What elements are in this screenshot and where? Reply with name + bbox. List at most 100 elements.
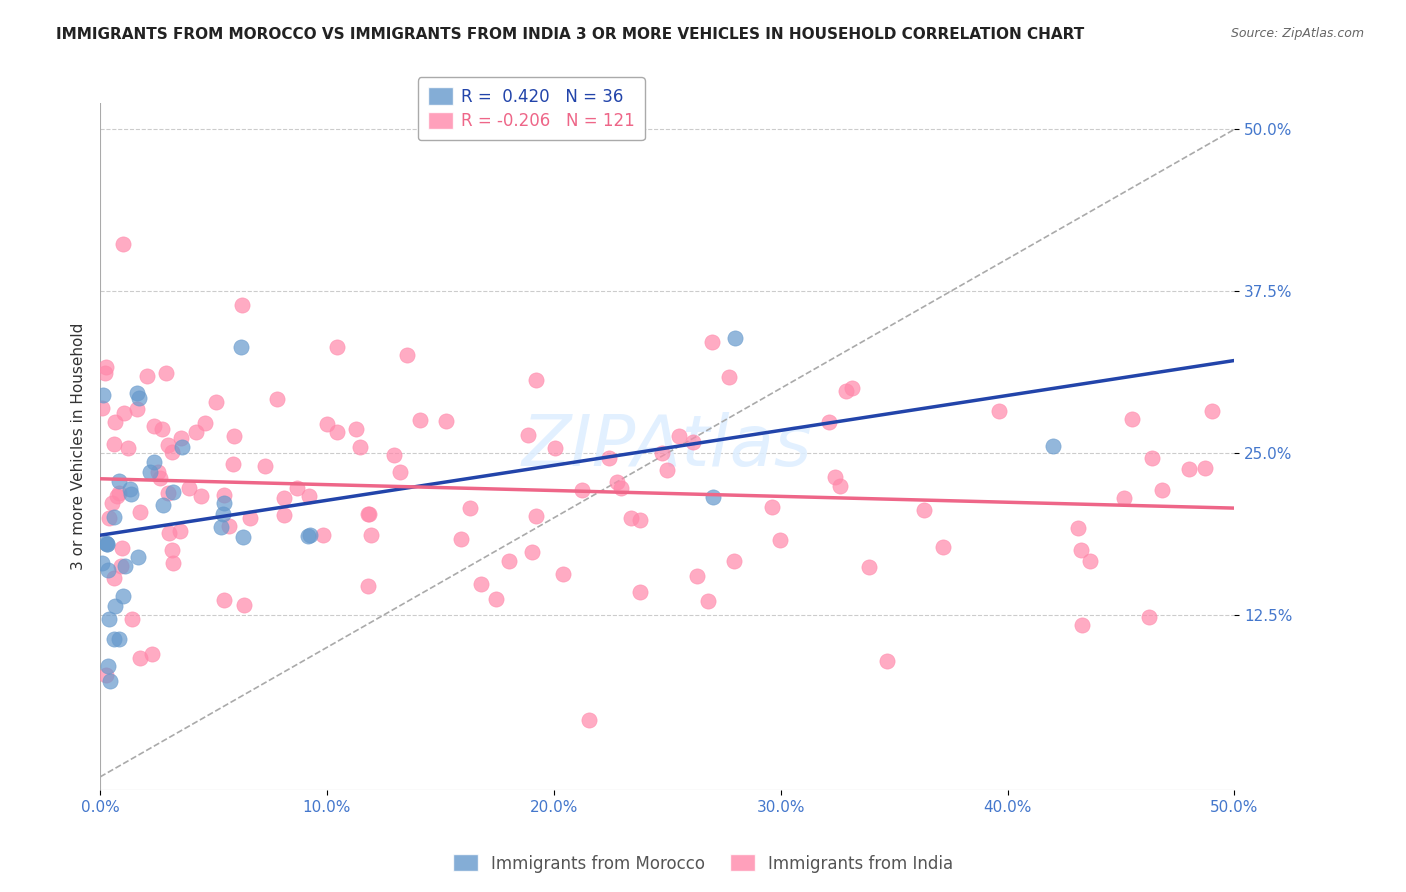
Immigrants from India — [169, 524, 191, 538]
Immigrants from India — [818, 415, 841, 429]
Text: IMMIGRANTS FROM MOROCCO VS IMMIGRANTS FROM INDIA 3 OR MORE VEHICLES IN HOUSEHOLD: IMMIGRANTS FROM MOROCCO VS IMMIGRANTS FR… — [56, 27, 1084, 42]
Immigrants from Morocco — [112, 589, 135, 603]
Immigrants from India — [326, 425, 349, 439]
Immigrants from Morocco — [229, 340, 252, 354]
Immigrants from India — [686, 568, 709, 582]
Immigrants from Morocco — [299, 528, 322, 542]
Immigrants from India — [876, 654, 898, 668]
Immigrants from India — [344, 422, 367, 436]
Immigrants from Morocco — [104, 599, 127, 614]
Immigrants from India — [111, 541, 134, 555]
Immigrants from India — [498, 554, 520, 568]
Immigrants from India — [94, 367, 117, 381]
Immigrants from India — [184, 425, 207, 439]
Immigrants from India — [718, 370, 741, 384]
Immigrants from Morocco — [120, 487, 142, 501]
Immigrants from Morocco — [127, 386, 149, 401]
Immigrants from India — [858, 559, 880, 574]
Immigrants from Morocco — [212, 507, 235, 521]
Immigrants from India — [232, 598, 254, 612]
Immigrants from India — [104, 415, 127, 429]
Immigrants from India — [651, 446, 673, 460]
Immigrants from India — [723, 553, 745, 567]
Immigrants from India — [107, 486, 129, 500]
Immigrants from India — [129, 650, 152, 665]
Immigrants from India — [101, 496, 124, 510]
Immigrants from India — [1150, 483, 1173, 497]
Immigrants from Morocco — [103, 632, 125, 647]
Immigrants from India — [156, 438, 179, 452]
Legend: R =  0.420   N = 36, R = -0.206   N = 121: R = 0.420 N = 36, R = -0.206 N = 121 — [418, 78, 645, 140]
Immigrants from India — [117, 442, 139, 456]
Immigrants from India — [768, 533, 790, 547]
Immigrants from Morocco — [152, 498, 174, 512]
Immigrants from India — [273, 491, 295, 505]
Text: Source: ZipAtlas.com: Source: ZipAtlas.com — [1230, 27, 1364, 40]
Immigrants from Morocco — [127, 550, 149, 565]
Immigrants from Morocco — [96, 536, 118, 550]
Legend: Immigrants from Morocco, Immigrants from India: Immigrants from Morocco, Immigrants from… — [446, 847, 960, 880]
Immigrants from India — [285, 481, 308, 495]
Immigrants from Morocco — [724, 331, 747, 345]
Immigrants from India — [170, 431, 193, 445]
Immigrants from India — [1121, 412, 1143, 426]
Immigrants from India — [110, 558, 132, 573]
Immigrants from India — [205, 395, 228, 409]
Immigrants from India — [146, 466, 169, 480]
Immigrants from India — [516, 428, 538, 442]
Immigrants from India — [94, 360, 117, 375]
Immigrants from India — [273, 508, 295, 522]
Immigrants from India — [620, 511, 643, 525]
Immigrants from India — [841, 381, 863, 395]
Immigrants from India — [356, 507, 378, 521]
Immigrants from India — [524, 509, 547, 524]
Immigrants from India — [150, 421, 173, 435]
Immigrants from India — [298, 489, 321, 503]
Immigrants from Morocco — [212, 496, 235, 510]
Immigrants from Morocco — [702, 490, 724, 504]
Immigrants from India — [571, 483, 593, 497]
Immigrants from India — [551, 567, 574, 582]
Immigrants from Morocco — [297, 529, 319, 543]
Immigrants from India — [212, 488, 235, 502]
Immigrants from India — [222, 457, 245, 471]
Immigrants from India — [121, 612, 143, 626]
Immigrants from India — [682, 434, 704, 449]
Immigrants from India — [127, 401, 149, 416]
Immigrants from India — [606, 475, 628, 490]
Immigrants from India — [544, 442, 567, 456]
Immigrants from India — [190, 489, 212, 503]
Immigrants from India — [598, 450, 620, 465]
Immigrants from India — [1078, 554, 1101, 568]
Y-axis label: 3 or more Vehicles in Household: 3 or more Vehicles in Household — [72, 323, 86, 570]
Immigrants from India — [91, 401, 114, 416]
Immigrants from India — [160, 543, 183, 558]
Immigrants from India — [326, 340, 349, 354]
Immigrants from India — [357, 507, 380, 521]
Immigrants from India — [157, 526, 180, 541]
Text: ZIPAtlas: ZIPAtlas — [522, 412, 813, 481]
Immigrants from India — [1070, 542, 1092, 557]
Immigrants from India — [610, 481, 633, 495]
Immigrants from India — [266, 392, 288, 406]
Immigrants from India — [485, 591, 508, 606]
Immigrants from India — [1194, 461, 1216, 475]
Immigrants from India — [388, 465, 411, 479]
Immigrants from India — [149, 471, 172, 485]
Immigrants from Morocco — [114, 558, 136, 573]
Immigrants from Morocco — [1042, 439, 1064, 453]
Immigrants from India — [112, 236, 135, 251]
Immigrants from India — [156, 485, 179, 500]
Immigrants from India — [1140, 450, 1163, 465]
Immigrants from India — [700, 335, 723, 350]
Immigrants from India — [96, 667, 118, 681]
Immigrants from India — [628, 585, 651, 599]
Immigrants from Morocco — [209, 520, 232, 534]
Immigrants from India — [1067, 521, 1090, 535]
Immigrants from India — [103, 571, 125, 585]
Immigrants from Morocco — [142, 455, 165, 469]
Immigrants from India — [395, 348, 418, 362]
Immigrants from India — [668, 429, 690, 443]
Immigrants from India — [761, 500, 783, 515]
Immigrants from Morocco — [232, 530, 254, 544]
